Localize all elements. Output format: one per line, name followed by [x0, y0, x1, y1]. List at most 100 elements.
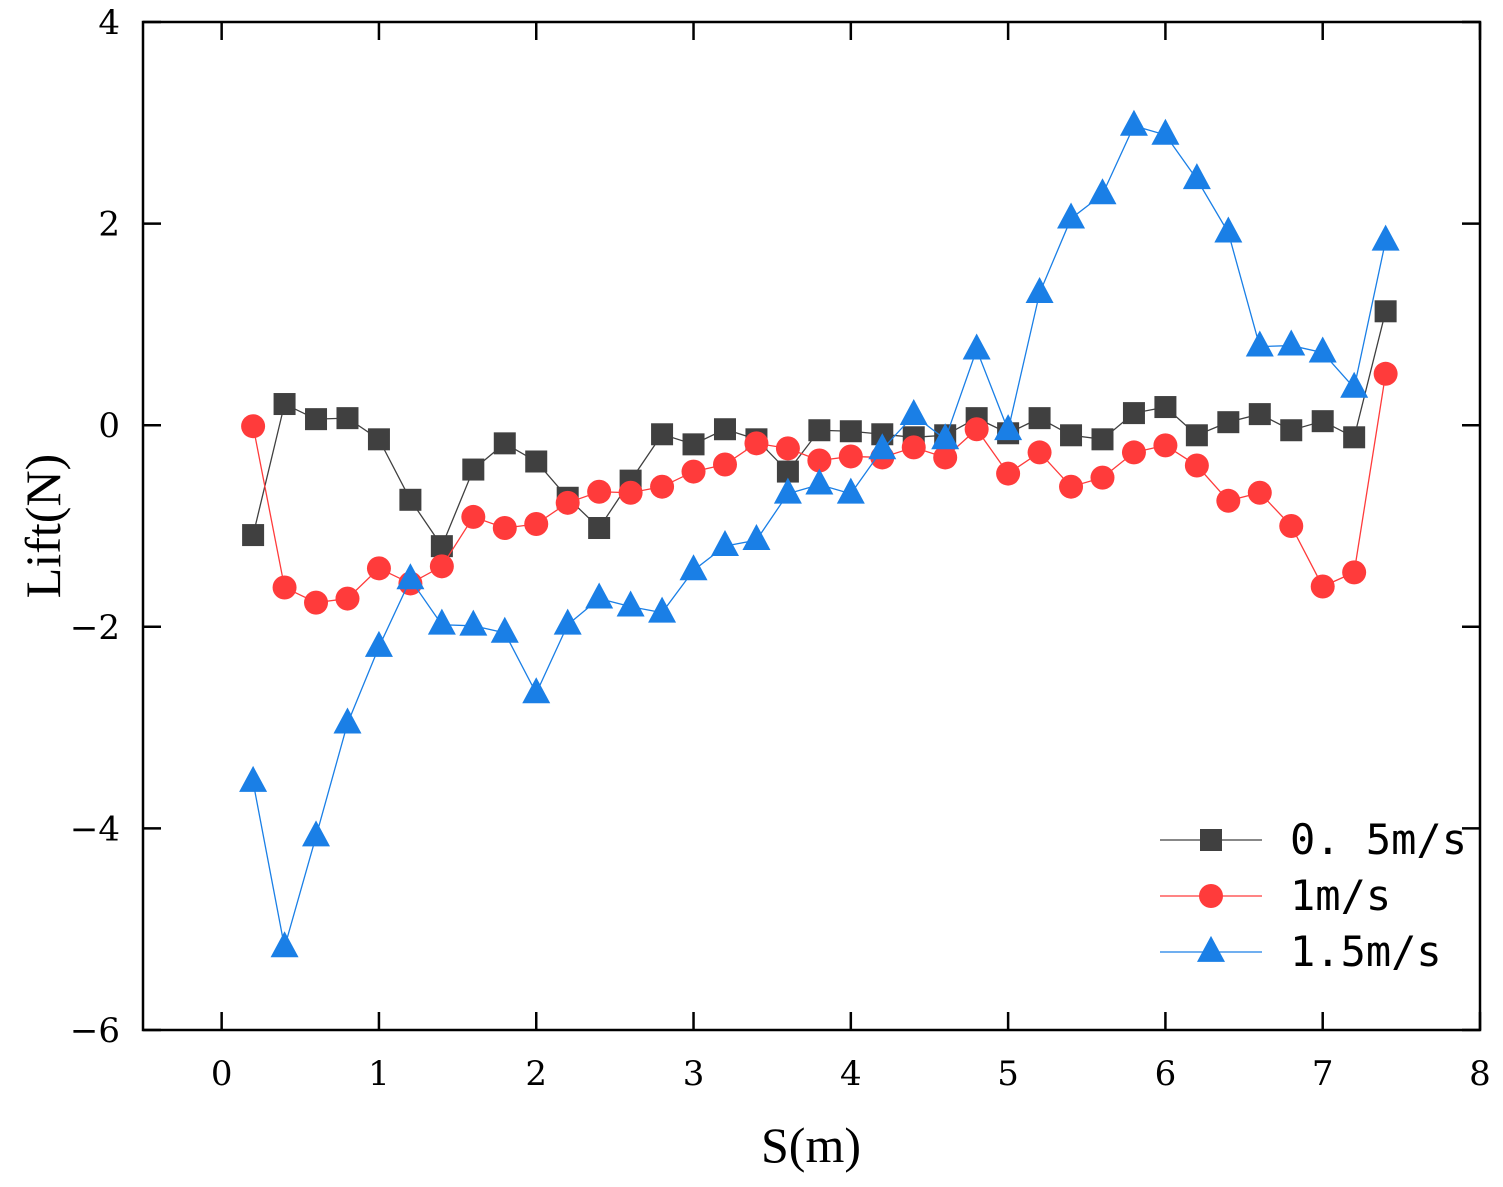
series-layer: [239, 109, 1400, 958]
data-point: [899, 399, 928, 425]
x-tick-label: 1: [368, 1054, 390, 1094]
data-point: [1340, 371, 1369, 398]
x-axis-title: S(m): [761, 1117, 861, 1173]
data-point: [679, 554, 708, 581]
data-point: [396, 563, 425, 590]
data-point: [933, 445, 958, 470]
data-point: [555, 490, 580, 515]
data-point: [964, 417, 989, 442]
data-point: [1060, 424, 1083, 447]
data-point: [585, 582, 614, 609]
series-triangle: [239, 109, 1400, 958]
data-point: [1247, 480, 1272, 505]
data-point: [1311, 410, 1334, 433]
legend-label: 1m/s: [1290, 871, 1391, 920]
x-tick-label: 3: [683, 1054, 705, 1094]
data-point: [713, 418, 736, 441]
x-tick-label: 0: [211, 1054, 233, 1094]
data-point: [807, 448, 832, 473]
data-point: [1310, 574, 1335, 599]
data-point: [427, 608, 456, 635]
data-point: [462, 458, 485, 481]
data-point: [399, 488, 422, 511]
data-point: [335, 586, 360, 611]
data-point: [429, 554, 454, 579]
series-line: [252, 125, 1387, 948]
data-point: [1342, 560, 1367, 585]
y-axis-title: Lift(N): [15, 454, 71, 598]
data-point: [366, 556, 391, 581]
data-point: [273, 393, 296, 416]
data-point: [1343, 426, 1366, 449]
x-tick-label: 8: [1469, 1054, 1491, 1094]
legend-item: 0. 5m/s: [1160, 815, 1467, 864]
data-point: [1184, 453, 1209, 478]
data-point: [996, 461, 1021, 486]
data-point: [1122, 402, 1145, 425]
data-point: [1090, 465, 1115, 490]
data-point: [270, 931, 299, 958]
data-point: [931, 423, 960, 450]
data-point: [305, 408, 328, 431]
legend-item: 1m/s: [1160, 871, 1391, 920]
legend-marker: [1200, 829, 1222, 851]
legend-marker: [1199, 884, 1223, 908]
data-point: [1153, 433, 1178, 458]
data-point: [1217, 411, 1240, 434]
data-point: [650, 474, 675, 499]
y-tick-label: −4: [70, 809, 120, 849]
data-point: [1091, 428, 1114, 451]
data-point: [524, 511, 549, 536]
y-tick-label: −6: [70, 1011, 120, 1051]
data-point: [1373, 361, 1398, 386]
data-point: [773, 477, 802, 504]
data-point: [302, 820, 331, 847]
legend-label: 1.5m/s: [1290, 927, 1442, 976]
data-point: [805, 468, 834, 495]
data-point: [616, 590, 645, 617]
data-point: [336, 407, 359, 430]
data-point: [962, 333, 991, 360]
data-point: [1025, 277, 1054, 304]
data-point: [1371, 224, 1400, 251]
data-point: [1279, 514, 1304, 538]
data-point: [838, 444, 863, 469]
data-point: [430, 535, 453, 558]
data-point: [364, 630, 393, 657]
data-point: [712, 452, 737, 477]
y-tick-label: −2: [70, 608, 120, 648]
data-point: [742, 523, 771, 550]
data-point: [493, 432, 516, 455]
data-point: [1154, 396, 1177, 419]
x-tick-label: 4: [840, 1054, 862, 1094]
data-point: [242, 524, 265, 547]
data-point: [744, 431, 769, 456]
data-point: [588, 517, 611, 540]
data-point: [1214, 216, 1243, 243]
y-tick-label: 0: [98, 406, 120, 446]
data-point: [651, 423, 674, 446]
data-point: [775, 436, 800, 461]
data-point: [272, 575, 297, 600]
x-tick-label: 7: [1312, 1054, 1334, 1094]
data-point: [1308, 336, 1337, 363]
data-point: [1245, 330, 1274, 357]
legend-label: 0. 5m/s: [1290, 815, 1467, 864]
data-point: [1151, 118, 1180, 145]
data-point: [367, 428, 390, 451]
x-tick-label: 2: [525, 1054, 547, 1094]
data-point: [304, 590, 329, 615]
data-point: [553, 608, 582, 635]
data-point: [1057, 202, 1086, 229]
legend: 0. 5m/s 1m/s 1.5m/s: [1160, 815, 1467, 976]
data-point: [836, 477, 865, 504]
data-point: [808, 419, 831, 442]
data-point: [239, 765, 268, 792]
data-point: [459, 609, 488, 636]
data-point: [682, 433, 705, 456]
y-tick-label: 2: [98, 205, 120, 245]
data-point: [522, 677, 551, 704]
data-point: [1027, 440, 1052, 465]
data-point: [839, 420, 862, 443]
